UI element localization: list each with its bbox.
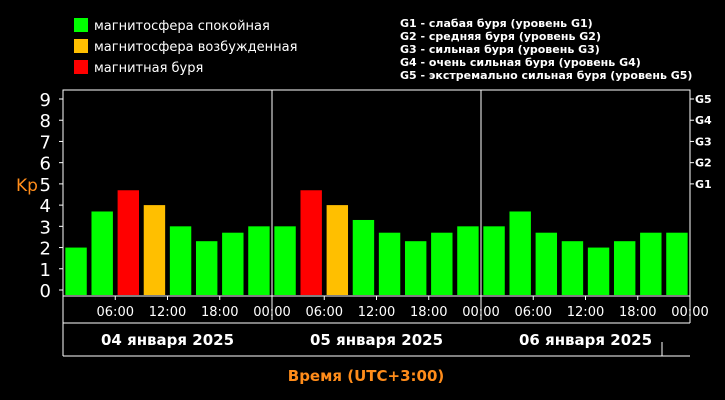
x-tick-label: 06:00: [97, 305, 134, 320]
legend-swatch-active: [74, 39, 88, 53]
x-tick-label: 18:00: [201, 305, 238, 320]
y-tick-label: 6: [40, 154, 51, 175]
g-level-label: G4: [695, 114, 712, 127]
kp-bar: [300, 190, 322, 295]
kp-bar: [587, 247, 610, 295]
x-tick-label: 06:00: [306, 305, 343, 320]
legend: магнитосфера спокойная магнитосфера возб…: [74, 18, 297, 76]
storm-level-g1: G1 - слабая буря (уровень G1): [400, 17, 593, 30]
storm-level-g2: G2 - средняя буря (уровень G2): [400, 30, 601, 43]
x-tick-label: 00:00: [671, 305, 708, 320]
x-tick-label: 00:00: [253, 305, 290, 320]
y-axis-title: Kp: [16, 176, 38, 196]
kp-bar: [326, 205, 349, 295]
x-tick-label: 06:00: [515, 305, 552, 320]
kp-bar: [248, 226, 270, 295]
legend-label-active: магнитосфера возбужденная: [94, 40, 297, 55]
kp-bar: [195, 241, 218, 295]
legend-label-storm: магнитная буря: [94, 61, 203, 76]
y-tick-label: 5: [40, 175, 51, 196]
kp-bar: [640, 232, 662, 295]
day-label: 06 января 2025: [519, 331, 652, 349]
x-tick-label: 18:00: [410, 305, 447, 320]
x-tick-label: 12:00: [358, 305, 395, 320]
kp-bar: [274, 226, 296, 295]
storm-level-g4: G4 - очень сильная буря (уровень G4): [400, 56, 641, 69]
kp-bar: [431, 232, 453, 295]
kp-bar: [613, 241, 636, 295]
y-tick-label: 8: [40, 111, 51, 132]
legend-label-quiet: магнитосфера спокойная: [94, 19, 270, 34]
kp-bar: [535, 232, 558, 295]
day-label: 04 января 2025: [101, 331, 234, 349]
x-tick-label: 12:00: [567, 305, 604, 320]
kp-bar: [378, 232, 401, 295]
x-tick-label: 00:00: [462, 305, 499, 320]
legend-swatch-storm: [74, 60, 88, 74]
y-tick-label: 1: [40, 260, 51, 281]
kp-bar: [222, 232, 244, 295]
kp-bar: [483, 226, 505, 295]
y-tick-label: 0: [40, 281, 51, 302]
day-label: 05 января 2025: [310, 331, 443, 349]
kp-bar: [352, 219, 375, 295]
bars: [65, 190, 688, 295]
g-level-label: G3: [695, 135, 712, 148]
g-level-label: G5: [695, 93, 712, 106]
y-tick-label: 3: [40, 217, 51, 238]
kp-bar: [117, 190, 140, 295]
storm-level-g5: G5 - экстремально сильная буря (уровень …: [400, 69, 692, 82]
kp-bar: [561, 241, 584, 295]
x-tick-labels: 06:00 12:00 18:00 00:00 06:00 12:00 18:00 00:00…: [97, 296, 709, 320]
y-tick-label: 9: [40, 90, 51, 111]
g-level-label: G2: [695, 157, 712, 170]
kp-bar: [666, 232, 688, 295]
kp-bar: [143, 205, 166, 295]
g-level-labels: G1 G2 G3 G4 G5: [690, 93, 712, 191]
x-tick-label: 18:00: [619, 305, 656, 320]
x-axis-title: Время (UTC+3:00): [288, 367, 444, 385]
kp-bar: [169, 226, 192, 295]
x-tick-label: 12:00: [149, 305, 186, 320]
storm-level-g3: G3 - сильная буря (уровень G3): [400, 43, 600, 56]
y-tick-label: 2: [40, 239, 51, 260]
gridlines: [271, 90, 482, 320]
y-tick-label: 4: [40, 196, 51, 217]
kp-bar: [65, 247, 87, 295]
kp-bar: [509, 211, 531, 295]
legend-swatch-quiet: [74, 18, 88, 32]
kp-bar: [91, 211, 113, 295]
kp-bar: [404, 241, 427, 295]
g-level-label: G1: [695, 178, 712, 191]
kp-bar: [457, 226, 479, 295]
storm-level-legend: G1 - слабая буря (уровень G1) G2 - средн…: [400, 17, 692, 82]
y-tick-label: 7: [40, 132, 51, 153]
day-labels: 04 января 2025 05 января 2025 06 января 20…: [101, 331, 652, 349]
